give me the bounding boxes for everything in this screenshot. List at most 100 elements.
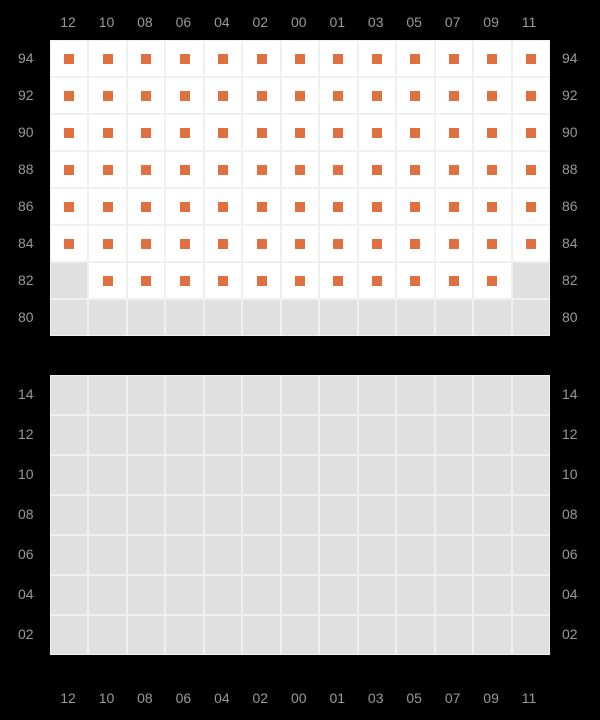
grid-cell (319, 375, 357, 415)
col-label-top: 00 (291, 14, 307, 30)
col-label-bottom: 01 (329, 690, 345, 706)
grid-cell (396, 415, 434, 455)
grid-cell (512, 455, 550, 495)
row-label-right: 92 (562, 87, 578, 103)
marker (295, 202, 305, 212)
marker (487, 165, 497, 175)
marker (218, 91, 228, 101)
marker (295, 128, 305, 138)
grid-cell (319, 535, 357, 575)
marker (372, 165, 382, 175)
col-label-top: 07 (445, 14, 461, 30)
marker (218, 276, 228, 286)
grid-cell (473, 415, 511, 455)
grid-cell (358, 375, 396, 415)
grid-cell (358, 575, 396, 615)
marker (64, 128, 74, 138)
row-label-right: 82 (562, 272, 578, 288)
grid-cell (512, 535, 550, 575)
grid-cell (435, 375, 473, 415)
grid-cell (358, 535, 396, 575)
marker (487, 202, 497, 212)
marker (487, 54, 497, 64)
grid-cell (127, 575, 165, 615)
marker (449, 54, 459, 64)
grid-cell (165, 615, 203, 655)
marker (141, 165, 151, 175)
grid-cell (435, 495, 473, 535)
grid-cell (127, 535, 165, 575)
grid-cell (396, 535, 434, 575)
row-label-left: 04 (18, 586, 34, 602)
marker (218, 239, 228, 249)
marker (180, 202, 190, 212)
marker (103, 128, 113, 138)
col-label-top: 08 (137, 14, 153, 30)
marker (141, 128, 151, 138)
row-label-right: 12 (562, 426, 578, 442)
row-label-right: 02 (562, 626, 578, 642)
grid-cell (281, 535, 319, 575)
marker (64, 165, 74, 175)
grid-cell (319, 415, 357, 455)
marker (372, 239, 382, 249)
col-label-bottom: 06 (176, 690, 192, 706)
marker (487, 239, 497, 249)
row-label-left: 10 (18, 466, 34, 482)
marker (257, 128, 267, 138)
row-label-right: 88 (562, 161, 578, 177)
marker (103, 165, 113, 175)
col-label-bottom: 04 (214, 690, 230, 706)
grid-cell (435, 299, 473, 336)
grid-cell (319, 495, 357, 535)
grid-cell (512, 375, 550, 415)
grid-cell (50, 415, 88, 455)
grid-cell (50, 299, 88, 336)
grid-cell (435, 455, 473, 495)
marker (141, 239, 151, 249)
row-label-left: 84 (18, 235, 34, 251)
marker (449, 128, 459, 138)
grid-cell (88, 535, 126, 575)
col-label-top: 10 (99, 14, 115, 30)
marker (295, 91, 305, 101)
row-label-left: 88 (18, 161, 34, 177)
marker (218, 202, 228, 212)
grid-cell (435, 535, 473, 575)
marker (180, 128, 190, 138)
marker (449, 91, 459, 101)
marker (218, 128, 228, 138)
grid-cell (242, 299, 280, 336)
grid-cell (50, 262, 88, 299)
grid-cell (88, 415, 126, 455)
grid-cell (165, 375, 203, 415)
row-label-left: 92 (18, 87, 34, 103)
grid-cell (88, 575, 126, 615)
marker (333, 276, 343, 286)
grid-cell (127, 455, 165, 495)
col-label-bottom: 08 (137, 690, 153, 706)
row-label-right: 10 (562, 466, 578, 482)
marker (372, 276, 382, 286)
grid-cell (396, 455, 434, 495)
marker (372, 54, 382, 64)
grid-cell (281, 455, 319, 495)
grid-cell (88, 495, 126, 535)
grid-cell (473, 615, 511, 655)
marker (333, 165, 343, 175)
grid-cell (512, 415, 550, 455)
marker (333, 202, 343, 212)
col-label-top: 06 (176, 14, 192, 30)
marker (218, 165, 228, 175)
marker (103, 91, 113, 101)
grid-cell (319, 455, 357, 495)
row-label-right: 86 (562, 198, 578, 214)
marker (410, 91, 420, 101)
grid-cell (512, 262, 550, 299)
marker (410, 239, 420, 249)
grid-cell (50, 575, 88, 615)
grid-cell (512, 299, 550, 336)
marker (295, 165, 305, 175)
marker (64, 239, 74, 249)
marker (141, 54, 151, 64)
